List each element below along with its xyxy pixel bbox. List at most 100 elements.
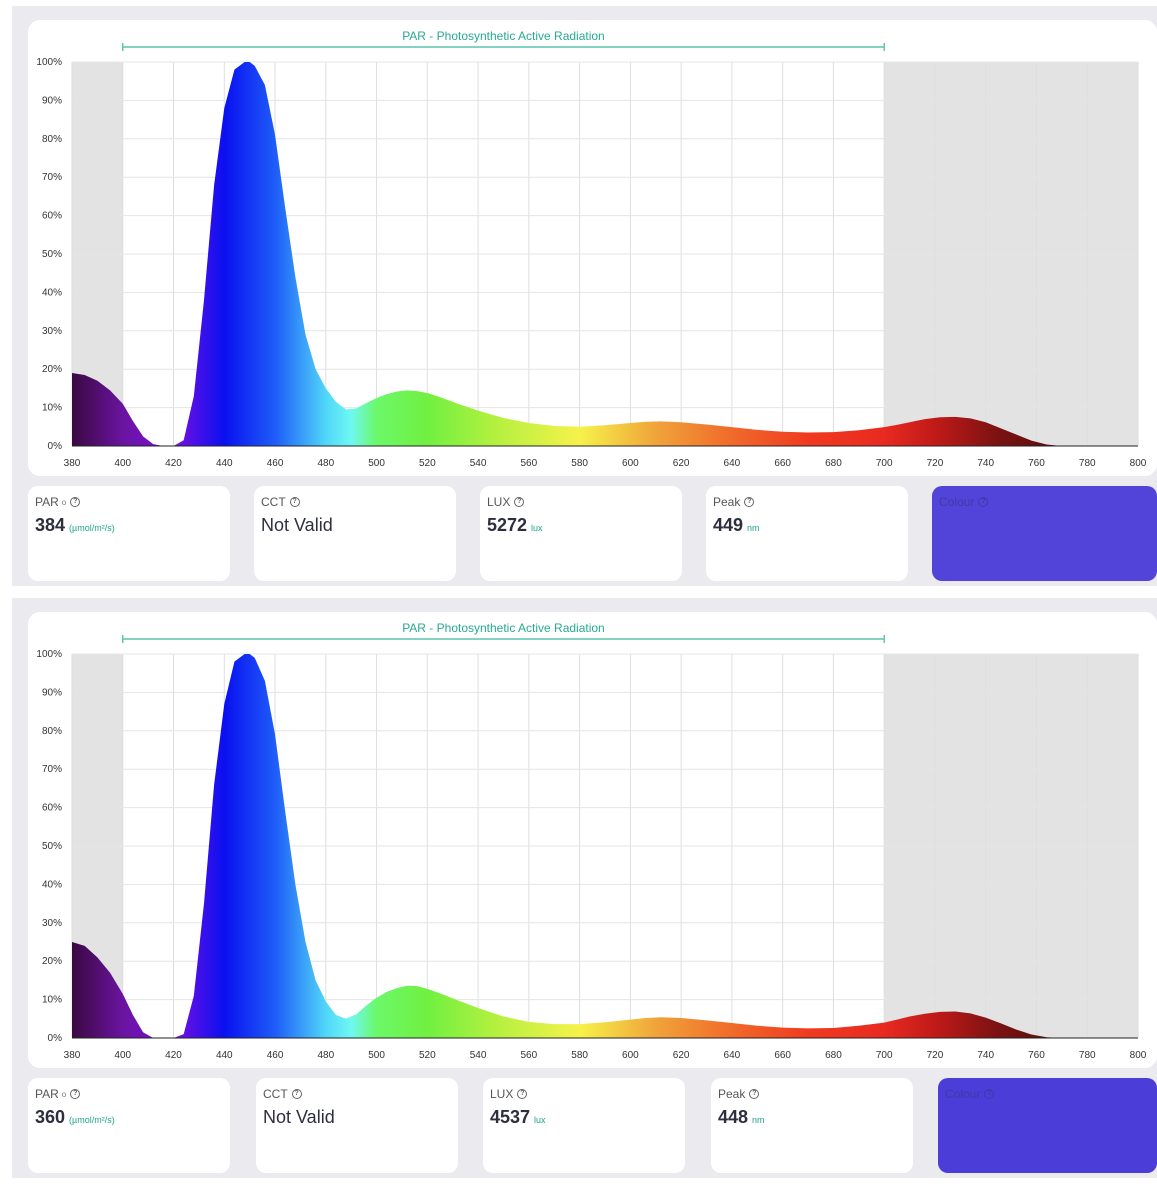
peak-card: Peak? 449 nm (706, 486, 908, 581)
help-icon[interactable]: ? (514, 497, 525, 507)
x-tick-label: 480 (317, 458, 334, 469)
par-value: 384 (35, 515, 66, 535)
peak-unit: nm (752, 1115, 765, 1125)
peak-card: Peak? 448 nm (711, 1078, 913, 1173)
x-tick-label: 700 (876, 458, 893, 469)
y-tick-label: 90% (42, 95, 62, 106)
x-tick-label: 640 (724, 1050, 741, 1061)
x-tick-label: 520 (419, 458, 436, 469)
x-tick-label: 540 (470, 1050, 487, 1061)
y-tick-label: 70% (42, 764, 62, 775)
lux-label: LUX (490, 1087, 514, 1101)
colour-label: Colour (945, 1087, 981, 1101)
x-tick-label: 500 (368, 458, 385, 469)
x-tick-label: 440 (216, 458, 233, 469)
lux-value: 4537 (490, 1107, 531, 1127)
spectrum-chart-1: 380 400 420 440 460 480 500 520 540 560 580 600 620 6… (36, 29, 1147, 469)
par-card: PAR o? 384 (µmol/m²/s) (28, 486, 230, 581)
x-tick-label: 420 (165, 458, 182, 469)
y-tick-label: 20% (42, 364, 62, 375)
x-tick-label: 780 (1079, 1050, 1096, 1061)
x-tick-label: 720 (927, 1050, 944, 1061)
help-icon[interactable]: ? (289, 497, 300, 507)
y-tick-label: 30% (42, 326, 62, 337)
stats-row-1: PAR o? 384 (µmol/m²/s) CCT? Not Valid LUX?… (28, 486, 1157, 581)
x-tick-label: 760 (1028, 1050, 1045, 1061)
x-tick-label: 480 (317, 1050, 334, 1061)
lux-card: LUX? 4537 lux (483, 1078, 685, 1173)
colour-label: Colour (939, 495, 975, 509)
cct-value: Not Valid (263, 1107, 335, 1127)
peak-value: 448 (718, 1107, 749, 1127)
par-unit: (µmol/m²/s) (69, 1115, 115, 1125)
cct-value: Not Valid (261, 515, 333, 535)
y-tick-label: 60% (42, 803, 62, 814)
help-icon[interactable]: ? (744, 497, 755, 507)
help-icon[interactable]: ? (291, 1089, 302, 1099)
x-tick-label: 460 (267, 1050, 284, 1061)
lux-unit: lux (534, 1115, 546, 1125)
x-tick-label: 400 (114, 458, 131, 469)
par-sub: o (61, 1089, 67, 1099)
y-tick-label: 80% (42, 134, 62, 145)
x-tick-label: 620 (673, 458, 690, 469)
help-icon[interactable]: ? (70, 1089, 81, 1099)
peak-label: Peak (718, 1087, 746, 1101)
colour-swatch-card: Colour? (938, 1078, 1157, 1173)
spectrum-panel-1: 380 400 420 440 460 480 500 520 540 560 580 600 620 6… (12, 6, 1157, 586)
x-tick-label: 560 (521, 458, 538, 469)
peak-label: Peak (713, 495, 741, 509)
par-card: PAR o? 360 (µmol/m²/s) (28, 1078, 230, 1173)
lux-unit: lux (531, 523, 543, 533)
help-icon[interactable]: ? (749, 1089, 760, 1099)
lux-label: LUX (487, 495, 511, 509)
par-label: PAR (35, 495, 59, 509)
x-tick-label: 780 (1079, 458, 1096, 469)
x-tick-label: 620 (673, 1050, 690, 1061)
x-tick-label: 660 (774, 1050, 791, 1061)
y-tick-label: 40% (42, 287, 62, 298)
x-tick-label: 680 (825, 1050, 842, 1061)
par-value: 360 (35, 1107, 66, 1127)
help-icon[interactable]: ? (70, 497, 81, 507)
y-tick-label: 30% (42, 918, 62, 929)
x-tick-label: 440 (216, 1050, 233, 1061)
x-tick-label: 740 (977, 1050, 994, 1061)
y-tick-label: 10% (42, 995, 62, 1006)
help-icon[interactable]: ? (517, 1089, 528, 1099)
x-tick-label: 600 (622, 458, 639, 469)
peak-unit: nm (747, 523, 760, 533)
par-sub: o (61, 497, 67, 507)
y-tick-label: 50% (42, 249, 62, 260)
x-tick-label: 520 (419, 1050, 436, 1061)
spectrum-chart-2: 380 400 420 440 460 480 500 520 540 560 580 600 620 6… (36, 621, 1146, 1061)
x-tick-label: 420 (165, 1050, 182, 1061)
x-tick-label: 500 (368, 1050, 385, 1061)
x-tick-label: 640 (724, 458, 741, 469)
y-tick-label: 50% (42, 841, 62, 852)
y-tick-label: 80% (42, 726, 62, 737)
help-icon[interactable]: ? (978, 497, 989, 507)
spectrum-area (72, 654, 1138, 1038)
lux-card: LUX? 5272 lux (480, 486, 682, 581)
x-tick-label: 760 (1028, 458, 1045, 469)
x-tick-label: 800 (1130, 458, 1147, 469)
y-tick-label: 90% (42, 687, 62, 698)
x-tick-label: 600 (622, 1050, 639, 1061)
spectrum-chart-card-1: 380 400 420 440 460 480 500 520 540 560 580 600 620 6… (28, 20, 1157, 476)
spectrum-chart-card-2: 380 400 420 440 460 480 500 520 540 560 580 600 620 6… (28, 612, 1157, 1068)
x-tick-label: 740 (977, 458, 994, 469)
lux-value: 5272 (487, 515, 528, 535)
x-tick-label: 720 (927, 458, 944, 469)
cct-card: CCT? Not Valid (256, 1078, 458, 1173)
x-tick-label: 580 (571, 458, 588, 469)
x-tick-label: 540 (470, 458, 487, 469)
help-icon[interactable]: ? (984, 1089, 995, 1099)
x-tick-label: 400 (114, 1050, 131, 1061)
spectrum-panel-2: 380 400 420 440 460 480 500 520 540 560 580 600 620 6… (12, 598, 1157, 1178)
y-tick-label: 70% (42, 172, 62, 183)
x-tick-label: 460 (267, 458, 284, 469)
stats-row-2: PAR o? 360 (µmol/m²/s) CCT? Not Valid LUX?… (28, 1078, 1157, 1173)
y-tick-label: 10% (42, 403, 62, 414)
x-tick-label: 380 (64, 458, 81, 469)
